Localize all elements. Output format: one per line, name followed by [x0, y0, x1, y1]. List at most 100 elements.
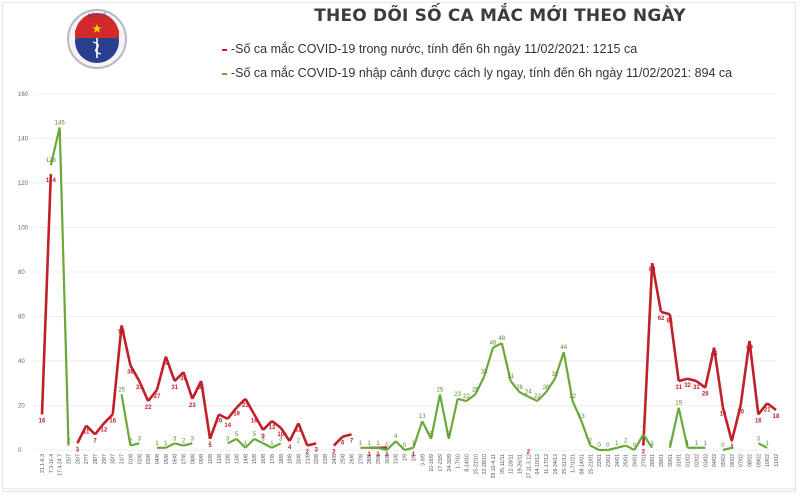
- x-tick-label: 12-18/11: [509, 454, 515, 474]
- series-line-segment: [457, 397, 467, 403]
- legend-marker-green: [222, 72, 227, 75]
- data-label: 3: [138, 436, 142, 442]
- data-label: 49: [746, 345, 753, 351]
- series-line-segment: [271, 420, 282, 429]
- x-tick-label: 27/01: [641, 454, 647, 467]
- series-line-segment: [625, 444, 636, 451]
- x-tick-label: 14/8: [243, 454, 249, 464]
- y-tick-label: 80: [18, 270, 25, 276]
- x-tick-label: 07/8: [181, 454, 187, 464]
- chart-title: THEO DÕI SỐ CA MẮC MỚI THEO NGÀY: [314, 6, 686, 26]
- data-label: 22: [145, 405, 152, 411]
- data-label: 5: [447, 432, 451, 438]
- data-label: 46: [490, 341, 497, 347]
- data-label: 16: [755, 418, 762, 424]
- data-label: 1: [651, 441, 655, 447]
- series-line-segment: [571, 400, 583, 422]
- data-label: 2: [129, 439, 133, 445]
- series-line-segment: [447, 398, 459, 440]
- x-tick-label: 17-23/9: [438, 454, 444, 472]
- series-line-segment: [183, 442, 193, 447]
- data-label: 22: [534, 394, 541, 400]
- series-line-segment: [262, 420, 273, 431]
- series-line-segment: [120, 394, 132, 446]
- x-tick-label: 15-21/10: [473, 454, 479, 475]
- data-label: 1: [270, 441, 274, 447]
- series-line-segment: [527, 395, 538, 403]
- data-label: 128: [46, 158, 57, 164]
- x-tick-label: 07/02: [739, 454, 745, 467]
- svg-text:BỘ Y TẾ: BỘ Y TẾ: [88, 13, 107, 19]
- series-line-segment: [227, 437, 238, 445]
- data-label: 4: [394, 434, 398, 440]
- data-label: 7: [93, 438, 97, 444]
- data-label: 31: [675, 385, 682, 391]
- series-line-segment: [377, 446, 388, 452]
- x-tick-label: 08-14/01: [579, 454, 585, 475]
- series-line-segment: [111, 325, 123, 415]
- data-label: 7: [350, 438, 354, 444]
- y-tick-label: 160: [18, 92, 29, 98]
- y-tick-label: 40: [18, 359, 25, 365]
- data-label: 22: [463, 394, 470, 400]
- x-tick-label: 25/01: [624, 454, 630, 467]
- data-label: 1: [368, 452, 372, 458]
- y-tick-label: 140: [18, 137, 29, 143]
- series-line-segment: [271, 442, 282, 449]
- x-tick-label: 25-31/12: [562, 454, 568, 475]
- x-tick-label: 29/7: [102, 454, 108, 464]
- series-line-segment: [386, 440, 397, 451]
- data-label: 33: [481, 370, 488, 376]
- legend-label-imported: -Số ca mắc COVID-19 nhập cảnh được cách …: [231, 66, 733, 80]
- series-line-segment: [589, 444, 600, 451]
- data-label: 5: [208, 443, 212, 449]
- x-tick-label: 03/8: [146, 454, 152, 464]
- legend-item-imported: -Số ca mắc COVID-19 nhập cảnh được cách …: [222, 66, 732, 80]
- data-label: 0: [606, 443, 610, 449]
- data-label: 1: [376, 441, 380, 447]
- data-label: 0: [385, 443, 389, 449]
- data-label: 25: [472, 387, 479, 393]
- x-tick-label: 03/02: [703, 454, 709, 467]
- series-line-segment: [757, 442, 768, 449]
- x-tick-label: 08/8: [190, 454, 196, 464]
- data-label: 1: [385, 452, 389, 458]
- series-line-segment: [642, 263, 654, 446]
- x-tick-label: 1/9: [403, 454, 409, 461]
- x-tick-label: 28/7: [93, 454, 99, 464]
- x-tick-label: 05/02: [721, 454, 727, 467]
- x-tick-label: 11/02: [774, 454, 780, 467]
- data-label: 145: [55, 120, 66, 126]
- data-label: 23: [242, 403, 249, 409]
- series-line-segment: [668, 314, 681, 382]
- series-line-segment: [519, 391, 529, 398]
- y-tick-label: 20: [18, 404, 25, 410]
- data-label: 3: [226, 436, 230, 442]
- x-tick-label: 19-26/11: [518, 454, 524, 474]
- series-line-segment: [244, 438, 256, 449]
- chart-frame: [2, 2, 796, 492]
- series-line-segment: [102, 413, 114, 425]
- data-label: 46: [711, 352, 718, 358]
- series-line-segment: [474, 376, 486, 395]
- x-tick-label: 30/01: [668, 454, 674, 467]
- data-label: 3: [173, 436, 177, 442]
- x-tick-label: 25/8: [341, 454, 347, 464]
- series-line-segment: [739, 340, 751, 406]
- data-label: 18: [773, 414, 780, 420]
- series-line-segment: [394, 440, 406, 451]
- data-label: 1: [695, 441, 699, 447]
- data-label: 35: [180, 376, 187, 382]
- x-tick-label: 21.1-6.3: [40, 454, 46, 473]
- data-label: 0: [721, 443, 725, 449]
- series-line-segment: [173, 371, 185, 382]
- x-tick-label: 29/8: [376, 454, 382, 464]
- data-label: 2: [527, 450, 531, 456]
- x-tick-label: 06/02: [730, 454, 736, 467]
- x-tick-label: 26/01: [633, 454, 639, 467]
- data-label: 19: [675, 401, 682, 407]
- data-label: 1: [155, 441, 159, 447]
- series-line-segment: [712, 347, 725, 408]
- series-line-segment: [85, 424, 96, 436]
- x-tick-label: 04/02: [712, 454, 718, 467]
